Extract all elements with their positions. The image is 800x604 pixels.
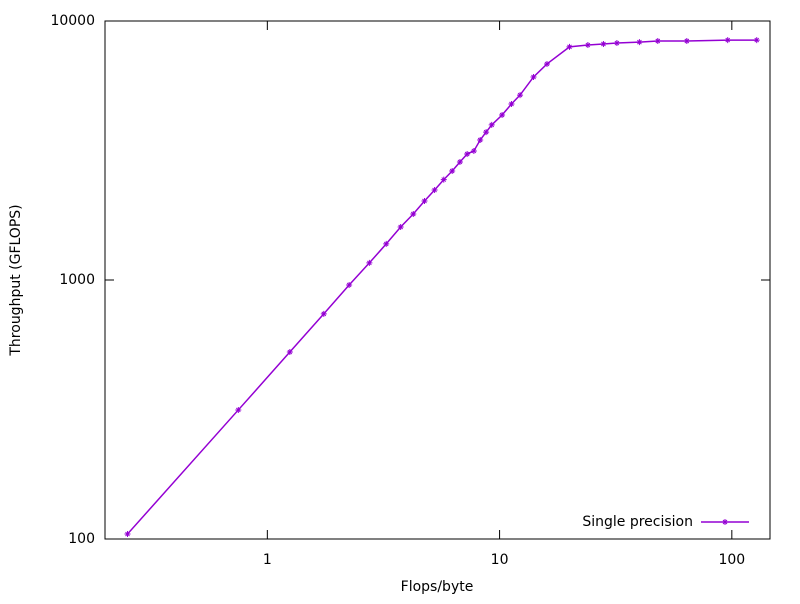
point-marker — [566, 43, 573, 50]
point-marker — [440, 176, 447, 183]
plot-frame — [104, 20, 771, 540]
point-marker — [397, 223, 404, 230]
y-axis-label: Throughput (GFLOPS) — [8, 204, 24, 356]
point-marker — [508, 101, 515, 108]
legend-label: Single precision — [582, 514, 693, 530]
x-tick-label: 1 — [263, 552, 272, 568]
point-marker — [346, 281, 353, 288]
point-marker — [584, 42, 591, 49]
x-tick-label: 100 — [718, 552, 745, 568]
point-marker — [753, 37, 760, 44]
x-axis-label: Flops/byte — [401, 579, 474, 595]
point-marker — [636, 39, 643, 46]
point-marker — [600, 41, 607, 48]
point-marker — [286, 349, 293, 356]
point-marker — [431, 187, 438, 194]
x-tick-label: 10 — [491, 552, 509, 568]
point-marker — [654, 38, 661, 45]
series-line — [126, 39, 757, 535]
point-marker — [421, 198, 428, 205]
point-marker — [499, 112, 506, 119]
point-marker — [410, 211, 417, 218]
point-marker — [456, 158, 463, 165]
point-marker — [477, 136, 484, 143]
point-marker — [470, 147, 477, 154]
y-tick-label: 1000 — [59, 272, 95, 288]
point-marker — [124, 531, 131, 538]
point-marker — [517, 92, 524, 99]
point-marker — [235, 406, 242, 413]
point-marker — [483, 129, 490, 136]
point-marker — [383, 240, 390, 247]
point-marker — [464, 150, 471, 157]
point-marker — [449, 167, 456, 174]
point-marker — [366, 259, 373, 266]
y-tick-label: 100 — [68, 531, 95, 547]
legend-marker — [722, 519, 728, 525]
point-marker — [613, 40, 620, 47]
point-marker — [320, 310, 327, 317]
point-marker — [724, 37, 731, 44]
point-marker — [543, 60, 550, 67]
point-marker — [530, 73, 537, 80]
y-tick-label: 10000 — [50, 13, 95, 29]
point-marker — [683, 38, 690, 45]
point-marker — [488, 121, 495, 128]
